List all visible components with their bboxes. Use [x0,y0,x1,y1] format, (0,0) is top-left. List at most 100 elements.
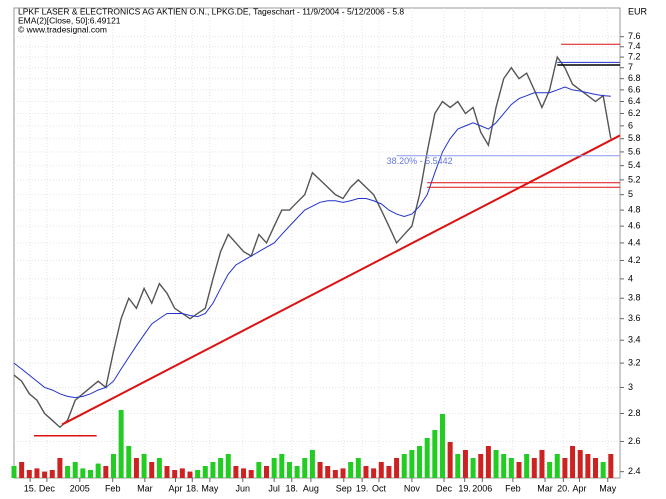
volume-bar [279,454,285,478]
volume-bar [19,462,25,478]
volume-bar [462,450,468,478]
volume-bar [210,462,216,478]
x-tick-label: May [599,483,617,493]
volume-bar [302,458,308,478]
y-tick-label: 4.2 [628,255,641,265]
volume-bar [65,466,71,478]
volume-bar [508,458,514,478]
volume-bar [317,462,323,478]
volume-bar [187,471,193,478]
y-tick-label: 4 [628,273,633,283]
volume-bar [156,458,162,478]
x-tick-label: Mar [137,483,153,493]
y-tick-label: 6.4 [628,96,641,106]
volume-bar [286,462,292,478]
x-tick-label: 19. [356,483,369,493]
volume-bar [531,458,537,478]
x-tick-label: Sep [336,483,352,493]
x-tick-label: Nov [404,483,421,493]
y-tick-label: 4.8 [628,204,641,214]
volume-bar [593,458,599,478]
volume-bar [133,458,139,478]
volume-bar [72,462,78,478]
volume-bar [195,470,201,478]
y-tick-label: 5.2 [628,174,641,184]
y-tick-label: 6 [628,120,633,130]
volume-bar [401,454,407,478]
volume-bar [294,466,300,478]
x-tick-label: Feb [105,483,121,493]
y-tick-label: 3.6 [628,313,641,323]
volume-bar [49,470,55,478]
grid [14,8,624,482]
volume-bar [585,454,591,478]
volume-bar [172,470,178,478]
y-tick-label: 3.4 [628,335,641,345]
volume-bar [394,458,400,478]
y-tick-label: 2.4 [628,466,641,476]
x-tick-label: 18. [186,483,199,493]
y-tick-label: 7.2 [628,51,641,61]
x-tick-label: Oct [372,483,387,493]
volume-bar [493,450,499,478]
volume-bar [141,454,147,478]
series-line [13,55,612,429]
volume-bar [164,466,170,478]
volume-bar [348,462,354,478]
indicator-label: EMA(2)[Close, 50]:6.49121 [18,15,121,25]
volume-bar [57,458,63,478]
y-tick-label: 4.6 [628,221,641,231]
volume-bar [26,470,32,478]
volume-bar [42,471,48,478]
volume-bar [110,454,116,478]
x-tick-label: 2005 [70,483,90,493]
x-tick-label: Apr [572,483,586,493]
volume-bar [470,458,476,478]
x-tick-label: 19. [458,483,471,493]
annotation: 38.20% - 5.5442 [387,156,453,166]
volume-bar [233,466,239,478]
x-tick-label: Feb [505,483,521,493]
volume-bar [248,470,254,478]
volume-bar [417,446,423,478]
y-axis-label: EUR [628,6,648,16]
volume-bar [554,454,560,478]
volume-bar [485,446,491,478]
volume-bar [539,450,545,478]
volume-bar [264,466,269,478]
volume-bar [225,454,231,478]
volume-bar [218,458,224,478]
volume-bar [325,466,331,478]
volume-bar [309,450,315,478]
volume-bar [241,468,247,478]
y-tick-label: 3.8 [628,293,641,303]
volume-bar [424,438,430,478]
volume-bar [332,470,338,478]
marks [11,43,621,478]
y-tick-label: 5 [628,189,633,199]
volume-bar [378,462,384,478]
volume-bar [363,466,369,478]
y-tick-label: 3.2 [628,357,641,367]
y-tick-label: 2.6 [628,436,641,446]
volume-bar [355,458,361,478]
volume-bar [34,468,40,478]
volume-bar [608,454,614,478]
y-tick-label: 2.8 [628,408,641,418]
x-tick-label: 20. [557,483,570,493]
volume-bar [524,454,530,478]
volume-bar [88,470,94,478]
volume-bar [371,468,377,478]
x-tick-label: 15. [24,483,37,493]
volume-bar [80,468,86,478]
x-tick-label: Apr [168,483,182,493]
x-tick-label: 18. [285,483,298,493]
volume-bar [340,468,346,478]
volume-bar [103,466,109,478]
volume-bar [149,462,155,478]
volume-bar [386,466,392,478]
volume-bar [11,466,17,478]
volume-bar [570,446,576,478]
x-tick-label: Mar [537,483,553,493]
volume-bar [600,462,606,478]
